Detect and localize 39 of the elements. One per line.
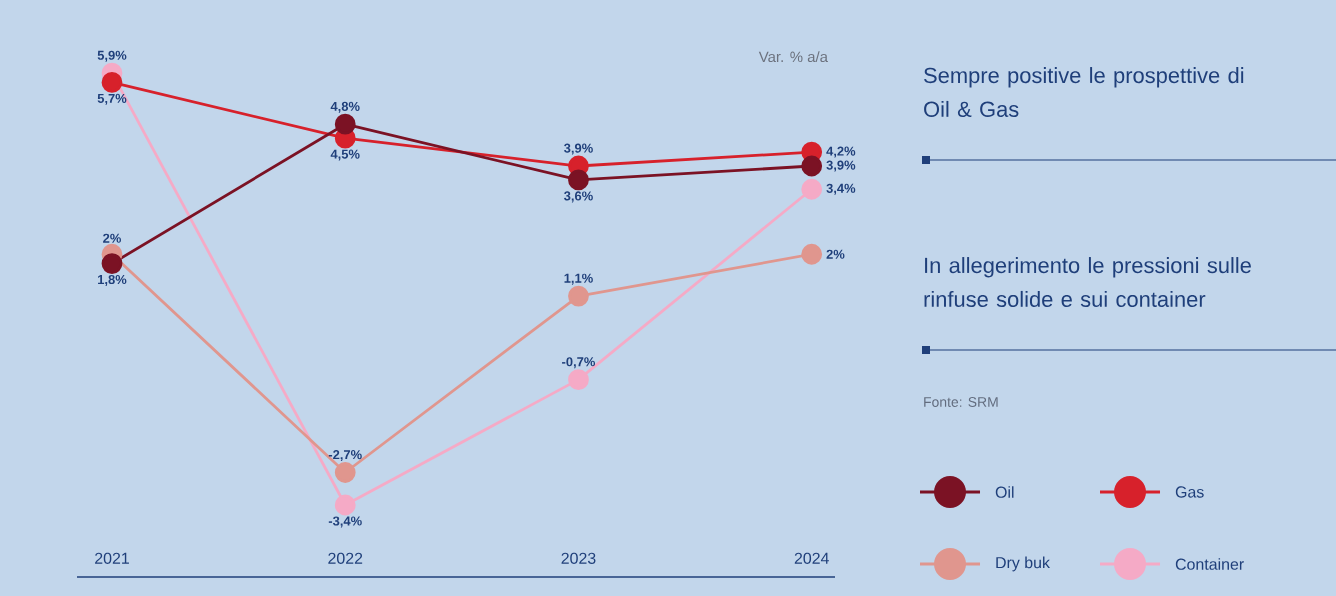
data-label: 5,7% [97,93,127,105]
legend-label: Dry buk [996,556,1050,572]
data-label: 4,5% [330,149,360,161]
x-tick-label: 2021 [95,552,129,564]
data-label: 3,6% [564,191,593,203]
annotation: Fonte: SRM [924,397,998,407]
data-label: -3,4% [328,516,362,528]
legend-label: Container [1175,558,1244,570]
legend-label: Gas [1175,486,1204,498]
data-label: 4,8% [330,101,360,113]
point [334,462,356,483]
point [568,369,589,391]
data-label: 3,9% [826,160,856,172]
data-label: 2% [103,233,121,243]
point [568,285,589,307]
data-label: 1,8% [98,274,127,286]
data-label: 5,9% [97,50,127,62]
point [101,72,123,93]
x-tick-label: 2022 [328,552,363,564]
annotation: In allegerimento le pressioni sulle rinfuse solide e sui container [924,257,1251,308]
point [801,178,823,200]
point [334,113,356,135]
x-tick-label: 2023 [561,552,596,564]
point [568,169,589,191]
data-label: 4,2% [826,146,856,158]
data-label: 2% [826,249,845,259]
data-label: -2,7% [328,450,362,462]
legend-label: Oil [995,486,1014,498]
point [801,155,823,177]
data-label: -0,7% [562,357,596,369]
data-label: 3,9% [564,143,593,155]
data-label: 3,4% [826,183,856,195]
annotation: Sempre positive le prospettive di Oil & Gas [924,67,1244,118]
point [334,494,356,516]
x-tick-label: 2024 [794,552,829,564]
point [801,243,823,265]
point [101,253,123,274]
y-axis-title: Var. % a/a [758,51,828,63]
data-label: 1,1% [564,273,593,285]
